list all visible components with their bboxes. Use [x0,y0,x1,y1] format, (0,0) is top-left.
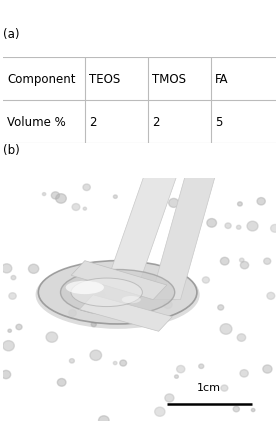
Circle shape [56,194,66,204]
Circle shape [233,406,239,412]
Polygon shape [107,174,178,283]
Circle shape [220,324,232,335]
Circle shape [113,196,117,199]
Text: 5: 5 [215,116,222,129]
Circle shape [207,219,217,227]
Circle shape [95,291,105,300]
Text: (b): (b) [3,144,20,157]
Circle shape [171,293,179,300]
Circle shape [98,416,109,425]
Circle shape [113,362,117,365]
Circle shape [83,184,90,191]
Circle shape [128,286,134,291]
Circle shape [199,364,204,369]
Text: (a): (a) [3,28,19,41]
Text: 2: 2 [89,116,97,129]
Circle shape [169,199,179,208]
Circle shape [91,322,96,327]
Circle shape [218,305,224,310]
Circle shape [3,341,14,351]
Circle shape [42,193,46,196]
Circle shape [16,325,22,330]
Text: TEOS: TEOS [89,73,120,86]
Circle shape [28,264,39,274]
Circle shape [2,264,12,273]
Polygon shape [79,295,172,332]
Circle shape [83,208,86,211]
Circle shape [221,385,228,391]
Circle shape [163,262,173,270]
Text: Volume %: Volume % [7,116,66,129]
Circle shape [90,350,102,361]
Circle shape [9,293,16,300]
Circle shape [202,277,209,283]
Circle shape [240,370,248,377]
Circle shape [176,240,180,243]
Ellipse shape [36,261,200,329]
Circle shape [225,224,231,229]
Circle shape [247,222,258,231]
Circle shape [183,243,192,251]
Text: 1cm: 1cm [197,382,221,392]
Circle shape [8,329,11,332]
Circle shape [72,204,80,211]
Circle shape [240,258,244,262]
Circle shape [155,407,165,416]
Circle shape [163,301,172,309]
Ellipse shape [66,281,104,295]
Ellipse shape [61,270,175,315]
Text: TMOS: TMOS [152,73,186,86]
Circle shape [264,258,271,265]
Circle shape [237,226,241,230]
Text: FA: FA [215,73,228,86]
Text: 2: 2 [152,116,159,129]
Polygon shape [71,261,167,300]
Circle shape [46,332,58,342]
Circle shape [57,379,66,386]
Circle shape [1,371,11,379]
Circle shape [220,258,229,265]
Circle shape [120,360,127,366]
Circle shape [263,365,272,373]
Polygon shape [150,174,216,300]
Circle shape [142,188,148,193]
Ellipse shape [122,296,141,304]
Circle shape [257,198,265,206]
Circle shape [238,203,242,206]
Ellipse shape [71,278,142,307]
Circle shape [177,366,185,373]
Circle shape [138,207,145,212]
Circle shape [267,293,275,300]
Circle shape [251,408,255,412]
Circle shape [271,225,279,233]
Circle shape [11,276,16,280]
Circle shape [237,334,246,341]
Text: Component: Component [7,73,75,86]
Circle shape [165,394,174,402]
Circle shape [240,262,249,269]
Ellipse shape [38,261,197,324]
Circle shape [69,359,74,363]
Circle shape [175,375,178,378]
Circle shape [69,310,76,316]
Circle shape [51,192,59,200]
